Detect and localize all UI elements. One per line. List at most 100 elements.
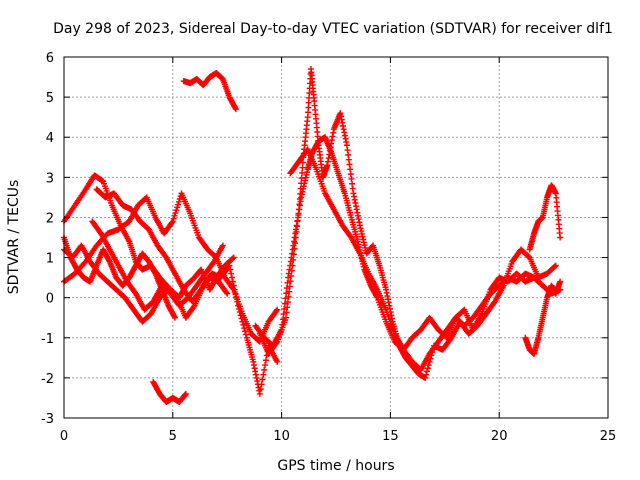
data-point <box>424 365 431 372</box>
data-point <box>423 368 430 375</box>
chart-title: Day 298 of 2023, Sidereal Day-to-day VTE… <box>53 21 613 37</box>
data-point <box>283 309 290 316</box>
plot-frame <box>63 56 609 419</box>
data-point <box>262 357 269 364</box>
data-point <box>224 290 231 297</box>
data-point <box>292 234 299 241</box>
data-point <box>219 242 226 249</box>
data-point <box>261 366 268 373</box>
data-point <box>227 266 234 273</box>
data-point <box>288 273 295 280</box>
data-point <box>169 218 176 225</box>
data-point <box>297 185 304 192</box>
series-trace-c <box>61 190 281 345</box>
x-tick-label: 5 <box>169 429 177 444</box>
data-point <box>282 295 289 302</box>
data-point <box>228 274 235 281</box>
data-point <box>242 328 249 335</box>
data-point <box>273 307 280 314</box>
x-tick-label: 10 <box>273 429 290 444</box>
data-point <box>281 300 288 307</box>
y-tick-label: 5 <box>46 91 54 106</box>
data-point <box>175 201 182 208</box>
x-tick-label: 15 <box>382 429 399 444</box>
data-point <box>257 386 264 393</box>
data-point <box>296 206 303 213</box>
data-point <box>286 283 293 290</box>
data-point <box>282 314 289 321</box>
data-points <box>61 66 564 405</box>
data-point <box>281 305 288 312</box>
data-point <box>295 212 302 219</box>
data-point <box>284 304 291 311</box>
data-point <box>223 289 230 296</box>
data-point <box>284 279 291 286</box>
data-point <box>557 278 564 285</box>
series-trace-j <box>256 66 559 381</box>
series-trace-k <box>287 146 564 373</box>
data-point <box>172 210 179 217</box>
data-point <box>256 390 263 397</box>
data-point <box>423 371 430 378</box>
x-tick-label: 20 <box>491 429 508 444</box>
data-point <box>294 223 301 230</box>
y-tick-label: -2 <box>41 372 54 387</box>
data-point <box>229 285 236 292</box>
data-point <box>287 278 294 285</box>
data-point <box>557 234 564 241</box>
data-point <box>290 251 297 258</box>
data-point <box>297 190 304 197</box>
x-axis-label: GPS time / hours <box>277 458 394 474</box>
y-tick-label: 4 <box>46 131 54 146</box>
data-point <box>285 293 292 300</box>
data-point <box>274 306 281 313</box>
data-point <box>170 215 177 222</box>
data-point <box>552 262 559 269</box>
data-point <box>168 219 175 226</box>
data-point <box>298 180 305 187</box>
grid-lines <box>64 57 608 418</box>
data-point <box>283 290 290 297</box>
y-tick-label: 1 <box>46 252 54 267</box>
data-point <box>296 195 303 202</box>
data-point <box>289 262 296 269</box>
data-point <box>284 299 291 306</box>
data-point <box>175 198 182 205</box>
data-point <box>551 263 558 270</box>
data-point <box>228 270 235 277</box>
data-point <box>174 204 181 211</box>
data-point <box>226 262 233 269</box>
data-point <box>298 175 305 182</box>
series-trace-m <box>526 182 564 253</box>
data-point <box>425 362 432 369</box>
data-point <box>299 169 306 176</box>
x-tick-label: 25 <box>600 429 617 444</box>
data-point <box>182 390 189 397</box>
y-tick-label: -3 <box>41 412 54 427</box>
y-axis-label: SDTVAR / TECUs <box>6 180 22 295</box>
series-trace-h <box>150 378 189 405</box>
data-point <box>229 255 236 262</box>
y-tick-label: 6 <box>46 51 54 66</box>
data-point <box>259 376 266 383</box>
data-point <box>291 245 298 252</box>
y-tick-label: 0 <box>46 292 54 307</box>
data-point <box>274 358 281 365</box>
data-point <box>240 321 247 328</box>
data-point <box>294 217 301 224</box>
data-point <box>190 303 197 310</box>
data-point <box>171 314 178 321</box>
data-point <box>258 381 265 388</box>
data-point <box>230 254 237 261</box>
data-point <box>262 362 269 369</box>
data-point <box>171 212 178 219</box>
data-point <box>296 201 303 208</box>
data-point <box>242 331 249 338</box>
series-trace-g <box>180 70 239 113</box>
data-point <box>260 371 267 378</box>
data-point <box>422 374 429 381</box>
data-point <box>290 256 297 263</box>
data-point <box>173 207 180 214</box>
series-trace-l <box>522 278 564 357</box>
